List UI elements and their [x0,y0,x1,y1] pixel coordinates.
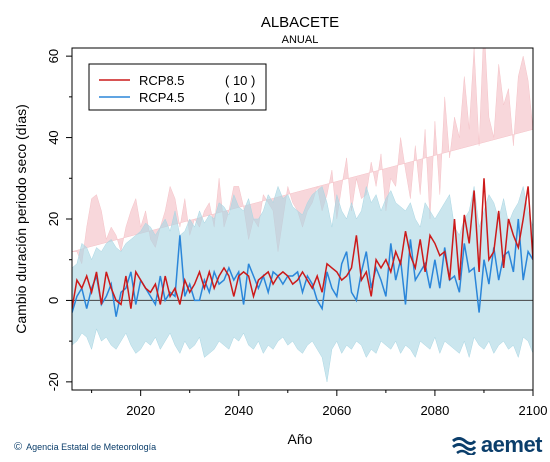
y-axis-label: Cambio duración periodo seco (días) [13,104,29,334]
legend-count-rcp85: ( 10 ) [225,73,255,88]
x-tick-label: 2080 [420,403,449,418]
y-tick-label: -20 [46,372,61,391]
x-tick-label: 2100 [519,403,548,418]
legend-label-rcp45: RCP4.5 [139,90,185,105]
aemet-wave-icon [451,437,477,455]
x-tick-label: 2020 [126,403,155,418]
rcp45-band [72,185,533,382]
aemet-wordmark: aemet [480,432,543,457]
y-tick-label: 0 [46,297,61,304]
chart-title: ALBACETE [261,14,339,31]
x-tick-label: 2040 [224,403,253,418]
copyright-icon: © [14,441,23,453]
legend-box [88,63,267,111]
y-tick-label: 20 [46,212,61,226]
x-tick-label: 2060 [322,403,351,418]
aemet-logo: aemet [451,432,543,458]
rcp85-line [72,178,533,309]
chart-subtitle: ANUAL [282,34,319,46]
x-axis: 2020 2040 2060 2080 2100 [91,390,548,418]
y-tick-label: 40 [46,130,61,144]
y-axis: -20 0 20 40 60 [46,49,72,391]
legend: RCP8.5 ( 10 ) RCP4.5 ( 10 ) [88,63,267,111]
y-tick-label: 60 [46,49,61,63]
legend-label-rcp85: RCP8.5 [139,73,185,88]
x-axis-label: Año [288,431,313,447]
legend-count-rcp45: ( 10 ) [225,90,255,105]
series-lines [72,178,533,317]
rcp45-line [72,218,533,317]
agency-name: Agencia Estatal de Meteorología [26,442,157,452]
uncertainty-bands [72,48,533,382]
footer-credit: © Agencia Estatal de Meteorología [14,441,156,453]
